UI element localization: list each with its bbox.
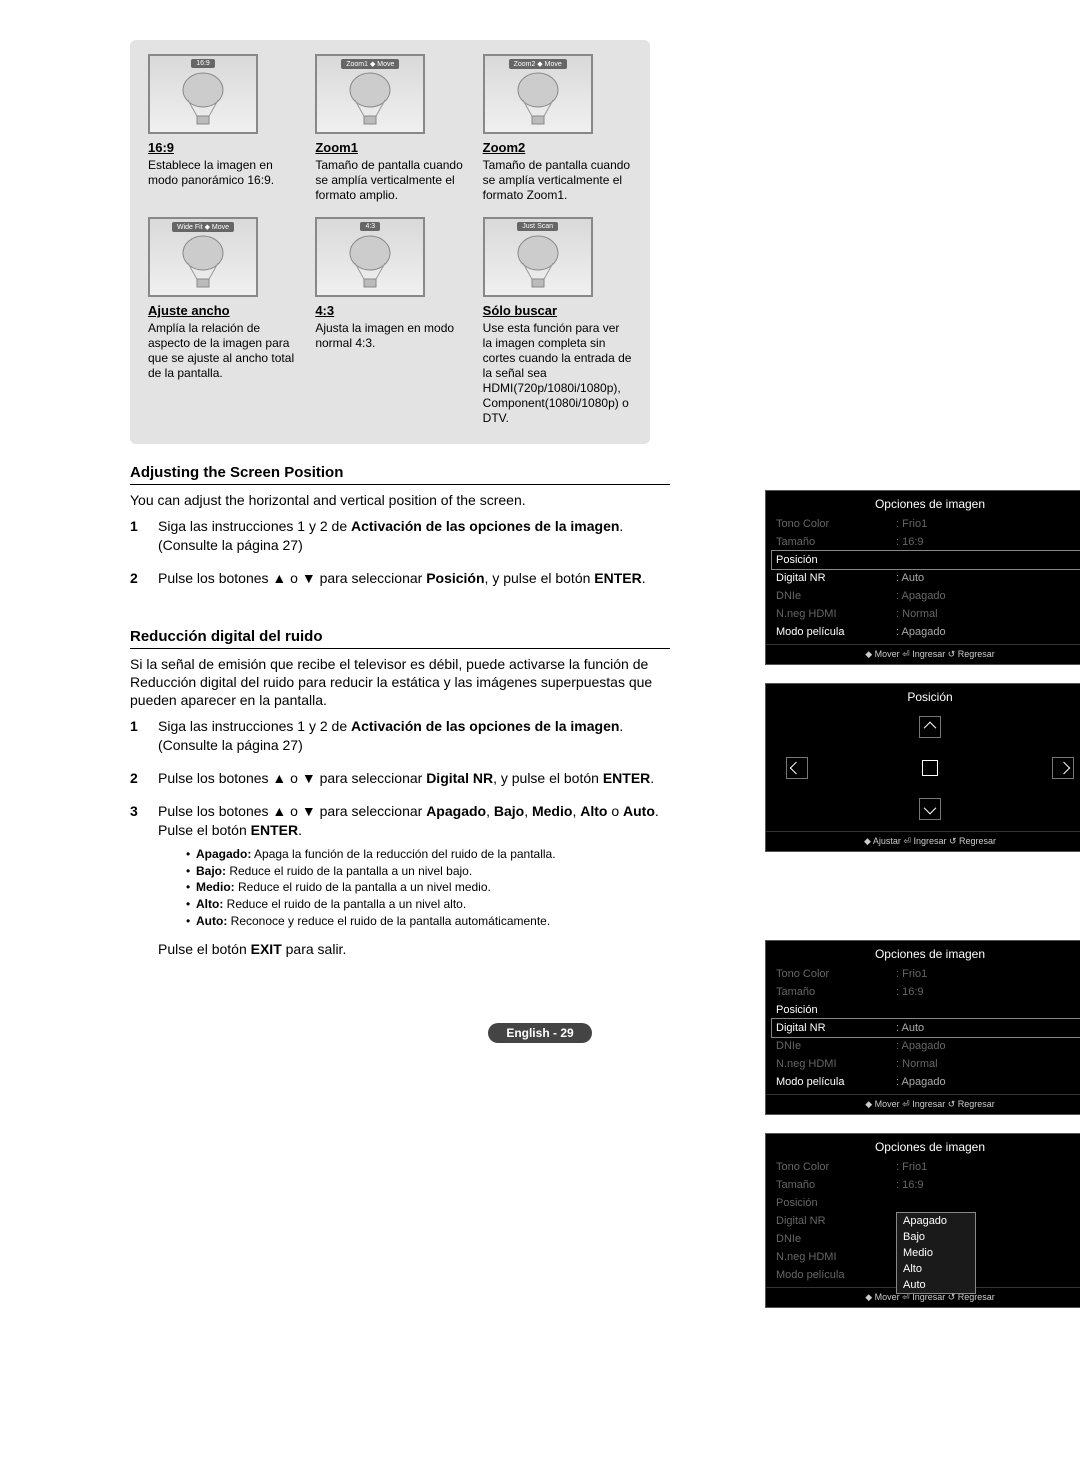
size-mode-desc: Amplía la relación de aspecto de la imag… bbox=[148, 321, 297, 381]
osd-row: DNIeApagado bbox=[766, 1037, 1080, 1055]
bullet-item: Medio: Reduce el ruido de la pantalla a … bbox=[186, 879, 670, 896]
size-mode-title: Zoom1 bbox=[315, 140, 464, 155]
size-mode-cell: Zoom1 ◆ Move Zoom1 Tamaño de pantalla cuan… bbox=[315, 54, 464, 203]
step-1: Siga las instrucciones 1 y 2 de Activaci… bbox=[130, 517, 670, 555]
size-mode-cell: Wide Fit ◆ Move Ajuste ancho Amplía la rel… bbox=[148, 217, 297, 426]
size-mode-thumb: Just Scan bbox=[483, 217, 593, 297]
osd-row: Digital NRAuto bbox=[772, 1019, 1080, 1037]
osd-row: Posición bbox=[772, 551, 1080, 569]
osd-row: Tono ColorFrio1 bbox=[766, 515, 1080, 533]
osd-opciones-submenu: Opciones de imagen Tono ColorFrio1Tamaño… bbox=[765, 1133, 1080, 1308]
arrow-right-icon bbox=[1052, 757, 1074, 779]
bullet-item: Apagado: Apaga la función de la reducció… bbox=[186, 846, 670, 863]
size-mode-thumb: Zoom1 ◆ Move bbox=[315, 54, 425, 134]
size-mode-thumb: 16:9 bbox=[148, 54, 258, 134]
size-mode-title: Zoom2 bbox=[483, 140, 632, 155]
arrow-left-icon bbox=[786, 757, 808, 779]
size-mode-cell: Just Scan Sólo buscar Use esta función par… bbox=[483, 217, 632, 426]
size-modes-panel: 16:9 16:9 Establece la imagen en modo pano… bbox=[130, 40, 650, 444]
size-mode-thumb: Wide Fit ◆ Move bbox=[148, 217, 258, 297]
osd-row: Tamaño16:9 bbox=[766, 533, 1080, 551]
arrow-down-icon bbox=[919, 798, 941, 820]
thumb-label: Zoom1 ◆ Move bbox=[341, 59, 399, 69]
size-mode-desc: Ajusta la imagen en modo normal 4:3. bbox=[315, 321, 464, 351]
osd-row: Tamaño16:9 bbox=[766, 983, 1080, 1001]
osd-row: DNIeApagado bbox=[766, 587, 1080, 605]
size-mode-title: 16:9 bbox=[148, 140, 297, 155]
size-mode-desc: Tamaño de pantalla cuando se amplía vert… bbox=[315, 158, 464, 203]
section-digital-nr: Reducción digital del ruido Si la señal … bbox=[130, 628, 670, 959]
size-mode-thumb: 4:3 bbox=[315, 217, 425, 297]
step-3: Pulse los botones ▲ o ▼ para seleccionar… bbox=[130, 802, 670, 959]
size-mode-cell: 4:3 4:3 Ajusta la imagen en modo normal 4:… bbox=[315, 217, 464, 426]
step-2: Pulse los botones ▲ o ▼ para seleccionar… bbox=[130, 569, 670, 588]
submenu-item: Auto bbox=[897, 1277, 975, 1293]
section-title: Reducción digital del ruido bbox=[130, 628, 670, 649]
section-intro: Si la señal de emisión que recibe el tel… bbox=[130, 655, 670, 710]
osd-opciones-digitalnr: Opciones de imagen Tono ColorFrio1Tamaño… bbox=[765, 940, 1080, 1115]
osd-row: N.neg HDMINormal bbox=[766, 1055, 1080, 1073]
thumb-label: Just Scan bbox=[517, 222, 558, 231]
osd-row: N.neg HDMINormal bbox=[766, 605, 1080, 623]
thumb-label: 16:9 bbox=[191, 59, 215, 68]
thumb-label: Zoom2 ◆ Move bbox=[509, 59, 567, 69]
size-mode-cell: Zoom2 ◆ Move Zoom2 Tamaño de pantalla cuan… bbox=[483, 54, 632, 203]
size-mode-desc: Establece la imagen en modo panorámico 1… bbox=[148, 158, 297, 188]
osd-row: Modo películaApagado bbox=[766, 1073, 1080, 1091]
bullet-item: Alto: Reduce el ruido de la pantalla a u… bbox=[186, 896, 670, 913]
osd-row: Posición bbox=[766, 1194, 1080, 1212]
thumb-label: 4:3 bbox=[360, 222, 380, 231]
submenu-item: Medio bbox=[897, 1245, 975, 1261]
osd-column-1: Opciones de imagen Tono ColorFrio1Tamaño… bbox=[765, 490, 1080, 870]
size-mode-title: 4:3 bbox=[315, 303, 464, 318]
size-mode-title: Sólo buscar bbox=[483, 303, 632, 318]
osd-row: Digital NRAuto bbox=[766, 569, 1080, 587]
section-intro: You can adjust the horizontal and vertic… bbox=[130, 491, 670, 509]
step-2: Pulse los botones ▲ o ▼ para seleccionar… bbox=[130, 769, 670, 788]
osd-row: Posición bbox=[766, 1001, 1080, 1019]
osd-posicion-arrows: Posición ◆ Ajustar ⏎ Ingresar ↺ Regresar bbox=[765, 683, 1080, 852]
osd-row: Tono ColorFrio1 bbox=[766, 1158, 1080, 1176]
thumb-label: Wide Fit ◆ Move bbox=[172, 222, 234, 232]
submenu-item: Bajo bbox=[897, 1229, 975, 1245]
step-1: Siga las instrucciones 1 y 2 de Activaci… bbox=[130, 717, 670, 755]
size-mode-title: Ajuste ancho bbox=[148, 303, 297, 318]
size-mode-desc: Use esta función para ver la imagen comp… bbox=[483, 321, 632, 426]
osd-opciones-posicion: Opciones de imagen Tono ColorFrio1Tamaño… bbox=[765, 490, 1080, 665]
size-mode-desc: Tamaño de pantalla cuando se amplía vert… bbox=[483, 158, 632, 203]
submenu-item: Alto bbox=[897, 1261, 975, 1277]
osd-row: Tono ColorFrio1 bbox=[766, 965, 1080, 983]
arrow-up-icon bbox=[919, 716, 941, 738]
submenu-item: Apagado bbox=[897, 1213, 975, 1229]
section-screen-position: Adjusting the Screen Position You can ad… bbox=[130, 464, 670, 588]
osd-row: Tamaño16:9 bbox=[766, 1176, 1080, 1194]
size-mode-cell: 16:9 16:9 Establece la imagen en modo pano… bbox=[148, 54, 297, 203]
section-title: Adjusting the Screen Position bbox=[130, 464, 670, 485]
bullet-item: Auto: Reconoce y reduce el ruido de la p… bbox=[186, 913, 670, 930]
osd-column-2: Opciones de imagen Tono ColorFrio1Tamaño… bbox=[765, 940, 1080, 1326]
osd-row: Modo películaApagado bbox=[766, 623, 1080, 641]
size-mode-thumb: Zoom2 ◆ Move bbox=[483, 54, 593, 134]
bullet-item: Bajo: Reduce el ruido de la pantalla a u… bbox=[186, 863, 670, 880]
